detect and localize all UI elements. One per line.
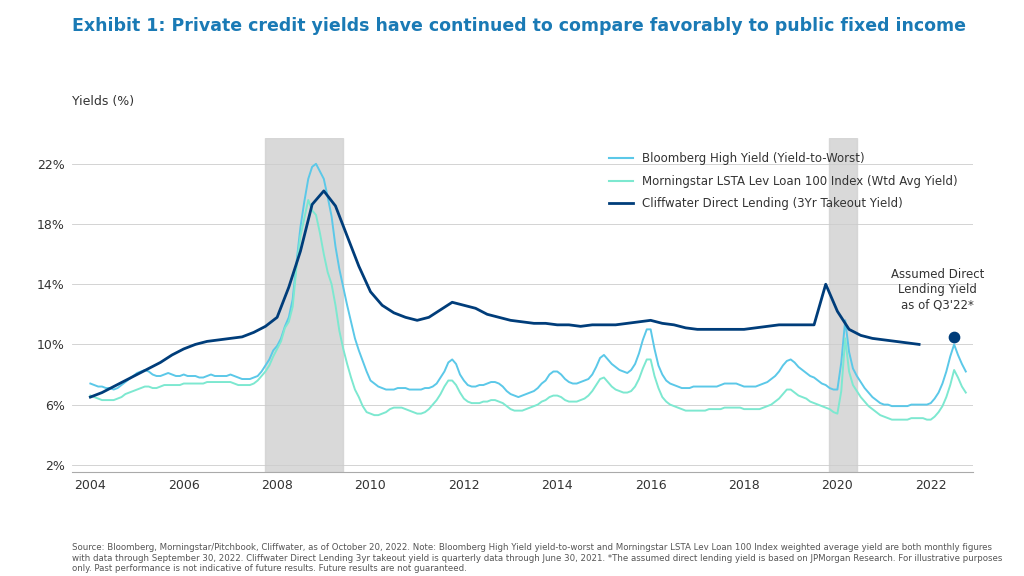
Point: [946, 332, 963, 342]
Text: Exhibit 1: Private credit yields have continued to compare favorably to public f: Exhibit 1: Private credit yields have co…: [72, 17, 966, 35]
Bar: [829, 138, 857, 472]
Text: Source: Bloomberg, Morningstar/Pitchbook, Cliffwater, as of October 20, 2022. No: Source: Bloomberg, Morningstar/Pitchbook…: [72, 543, 1002, 573]
Bar: [265, 138, 343, 472]
Legend: Bloomberg High Yield (Yield-to-Worst), Morningstar LSTA Lev Loan 100 Index (Wtd : Bloomberg High Yield (Yield-to-Worst), M…: [604, 147, 963, 215]
Text: Assumed Direct
Lending Yield
as of Q3'22*: Assumed Direct Lending Yield as of Q3'22…: [891, 268, 984, 311]
Text: Yields (%): Yields (%): [72, 95, 134, 108]
